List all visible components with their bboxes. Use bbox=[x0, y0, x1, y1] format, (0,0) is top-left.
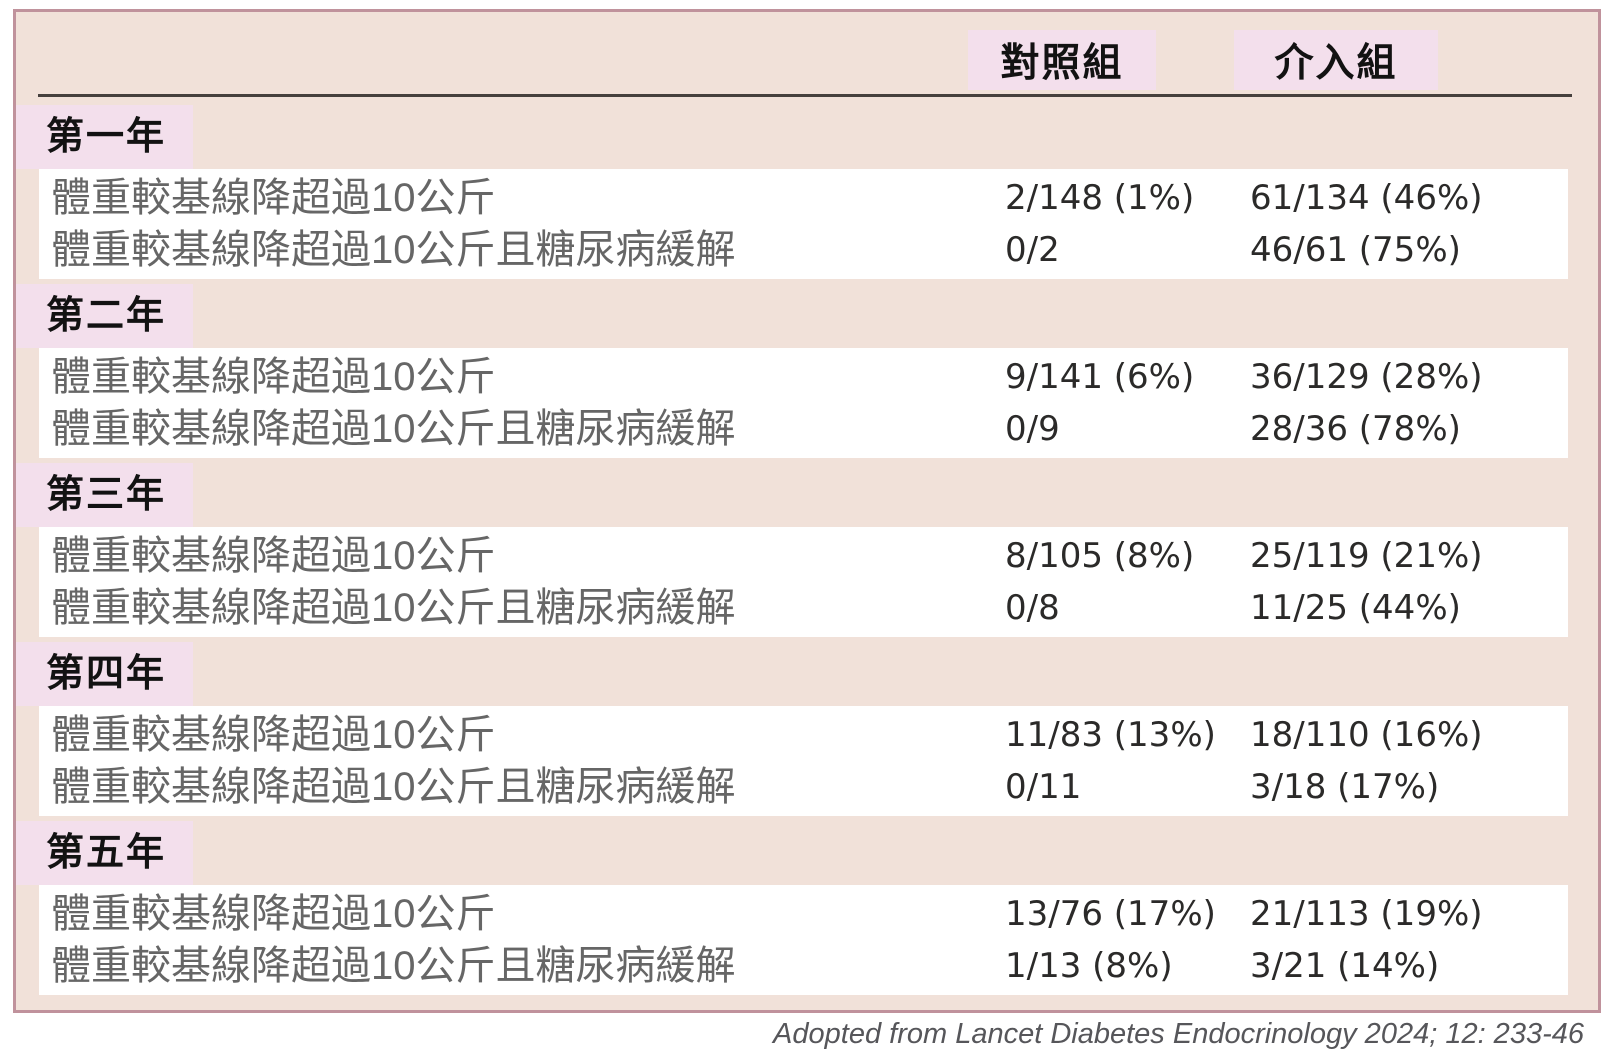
intervention-value: 11/25 (44%) bbox=[1250, 588, 1461, 628]
intervention-value: 18/110 (16%) bbox=[1250, 715, 1483, 755]
row-label: 體重較基線降超過10公斤 bbox=[51, 713, 496, 757]
year-section-4: 第四年 體重較基線降超過10公斤 11/83 (13%) 18/110 (16%… bbox=[16, 642, 1598, 816]
row-label: 體重較基線降超過10公斤 bbox=[51, 892, 496, 936]
control-value: 8/105 (8%) bbox=[1005, 536, 1195, 576]
intervention-value: 3/21 (14%) bbox=[1250, 946, 1440, 986]
row-label: 體重較基線降超過10公斤且糖尿病緩解 bbox=[51, 765, 736, 809]
data-rows: 體重較基線降超過10公斤 9/141 (6%) 36/129 (28%) 體重較… bbox=[39, 348, 1568, 458]
intervention-value: 28/36 (78%) bbox=[1250, 409, 1461, 449]
column-header-control: 對照組 bbox=[968, 30, 1156, 90]
table-row: 體重較基線降超過10公斤且糖尿病緩解 0/11 3/18 (17%) bbox=[39, 761, 1568, 813]
year-label: 第一年 bbox=[16, 105, 193, 169]
table-row: 體重較基線降超過10公斤且糖尿病緩解 1/13 (8%) 3/21 (14%) bbox=[39, 940, 1568, 992]
intervention-value: 3/18 (17%) bbox=[1250, 767, 1440, 807]
row-label: 體重較基線降超過10公斤且糖尿病緩解 bbox=[51, 228, 736, 272]
control-value: 2/148 (1%) bbox=[1005, 178, 1195, 218]
intervention-value: 36/129 (28%) bbox=[1250, 357, 1483, 397]
intervention-value: 25/119 (21%) bbox=[1250, 536, 1483, 576]
year-label: 第五年 bbox=[16, 821, 193, 885]
source-citation: Adopted from Lancet Diabetes Endocrinolo… bbox=[773, 1018, 1584, 1050]
control-value: 11/83 (13%) bbox=[1005, 715, 1216, 755]
row-label: 體重較基線降超過10公斤 bbox=[51, 534, 496, 578]
control-value: 13/76 (17%) bbox=[1005, 894, 1216, 934]
table-row: 體重較基線降超過10公斤且糖尿病緩解 0/9 28/36 (78%) bbox=[39, 403, 1568, 455]
row-label: 體重較基線降超過10公斤且糖尿病緩解 bbox=[51, 407, 736, 451]
year-section-5: 第五年 體重較基線降超過10公斤 13/76 (17%) 21/113 (19%… bbox=[16, 821, 1598, 995]
table-body: 第一年 體重較基線降超過10公斤 2/148 (1%) 61/134 (46%)… bbox=[16, 100, 1598, 995]
data-rows: 體重較基線降超過10公斤 13/76 (17%) 21/113 (19%) 體重… bbox=[39, 885, 1568, 995]
table-row: 體重較基線降超過10公斤且糖尿病緩解 0/2 46/61 (75%) bbox=[39, 224, 1568, 276]
year-section-3: 第三年 體重較基線降超過10公斤 8/105 (8%) 25/119 (21%)… bbox=[16, 463, 1598, 637]
row-label: 體重較基線降超過10公斤 bbox=[51, 176, 496, 220]
column-header-control-label: 對照組 bbox=[1000, 42, 1124, 85]
control-value: 1/13 (8%) bbox=[1005, 946, 1173, 986]
control-value: 0/8 bbox=[1005, 588, 1060, 628]
data-rows: 體重較基線降超過10公斤 11/83 (13%) 18/110 (16%) 體重… bbox=[39, 706, 1568, 816]
header-divider-line bbox=[38, 94, 1572, 97]
year-label: 第二年 bbox=[16, 284, 193, 348]
data-rows: 體重較基線降超過10公斤 2/148 (1%) 61/134 (46%) 體重較… bbox=[39, 169, 1568, 279]
table-row: 體重較基線降超過10公斤 8/105 (8%) 25/119 (21%) bbox=[39, 530, 1568, 582]
table-row: 體重較基線降超過10公斤 13/76 (17%) 21/113 (19%) bbox=[39, 888, 1568, 940]
column-header-intervention: 介入組 bbox=[1234, 30, 1438, 90]
intervention-value: 61/134 (46%) bbox=[1250, 178, 1483, 218]
control-value: 0/9 bbox=[1005, 409, 1060, 449]
row-label: 體重較基線降超過10公斤且糖尿病緩解 bbox=[51, 586, 736, 630]
control-value: 0/2 bbox=[1005, 230, 1060, 270]
year-section-1: 第一年 體重較基線降超過10公斤 2/148 (1%) 61/134 (46%)… bbox=[16, 105, 1598, 279]
table-row: 體重較基線降超過10公斤 11/83 (13%) 18/110 (16%) bbox=[39, 709, 1568, 761]
table-row: 體重較基線降超過10公斤 2/148 (1%) 61/134 (46%) bbox=[39, 172, 1568, 224]
intervention-value: 46/61 (75%) bbox=[1250, 230, 1461, 270]
year-label: 第四年 bbox=[16, 642, 193, 706]
control-value: 0/11 bbox=[1005, 767, 1082, 807]
column-header-intervention-label: 介入組 bbox=[1274, 42, 1398, 85]
data-rows: 體重較基線降超過10公斤 8/105 (8%) 25/119 (21%) 體重較… bbox=[39, 527, 1568, 637]
row-label: 體重較基線降超過10公斤且糖尿病緩解 bbox=[51, 944, 736, 988]
control-value: 9/141 (6%) bbox=[1005, 357, 1195, 397]
year-section-2: 第二年 體重較基線降超過10公斤 9/141 (6%) 36/129 (28%)… bbox=[16, 284, 1598, 458]
table-row: 體重較基線降超過10公斤 9/141 (6%) 36/129 (28%) bbox=[39, 351, 1568, 403]
year-label: 第三年 bbox=[16, 463, 193, 527]
table-row: 體重較基線降超過10公斤且糖尿病緩解 0/8 11/25 (44%) bbox=[39, 582, 1568, 634]
intervention-value: 21/113 (19%) bbox=[1250, 894, 1483, 934]
row-label: 體重較基線降超過10公斤 bbox=[51, 355, 496, 399]
results-table-card: 對照組 介入組 第一年 體重較基線降超過10公斤 2/148 (1%) 61/1… bbox=[13, 9, 1601, 1013]
